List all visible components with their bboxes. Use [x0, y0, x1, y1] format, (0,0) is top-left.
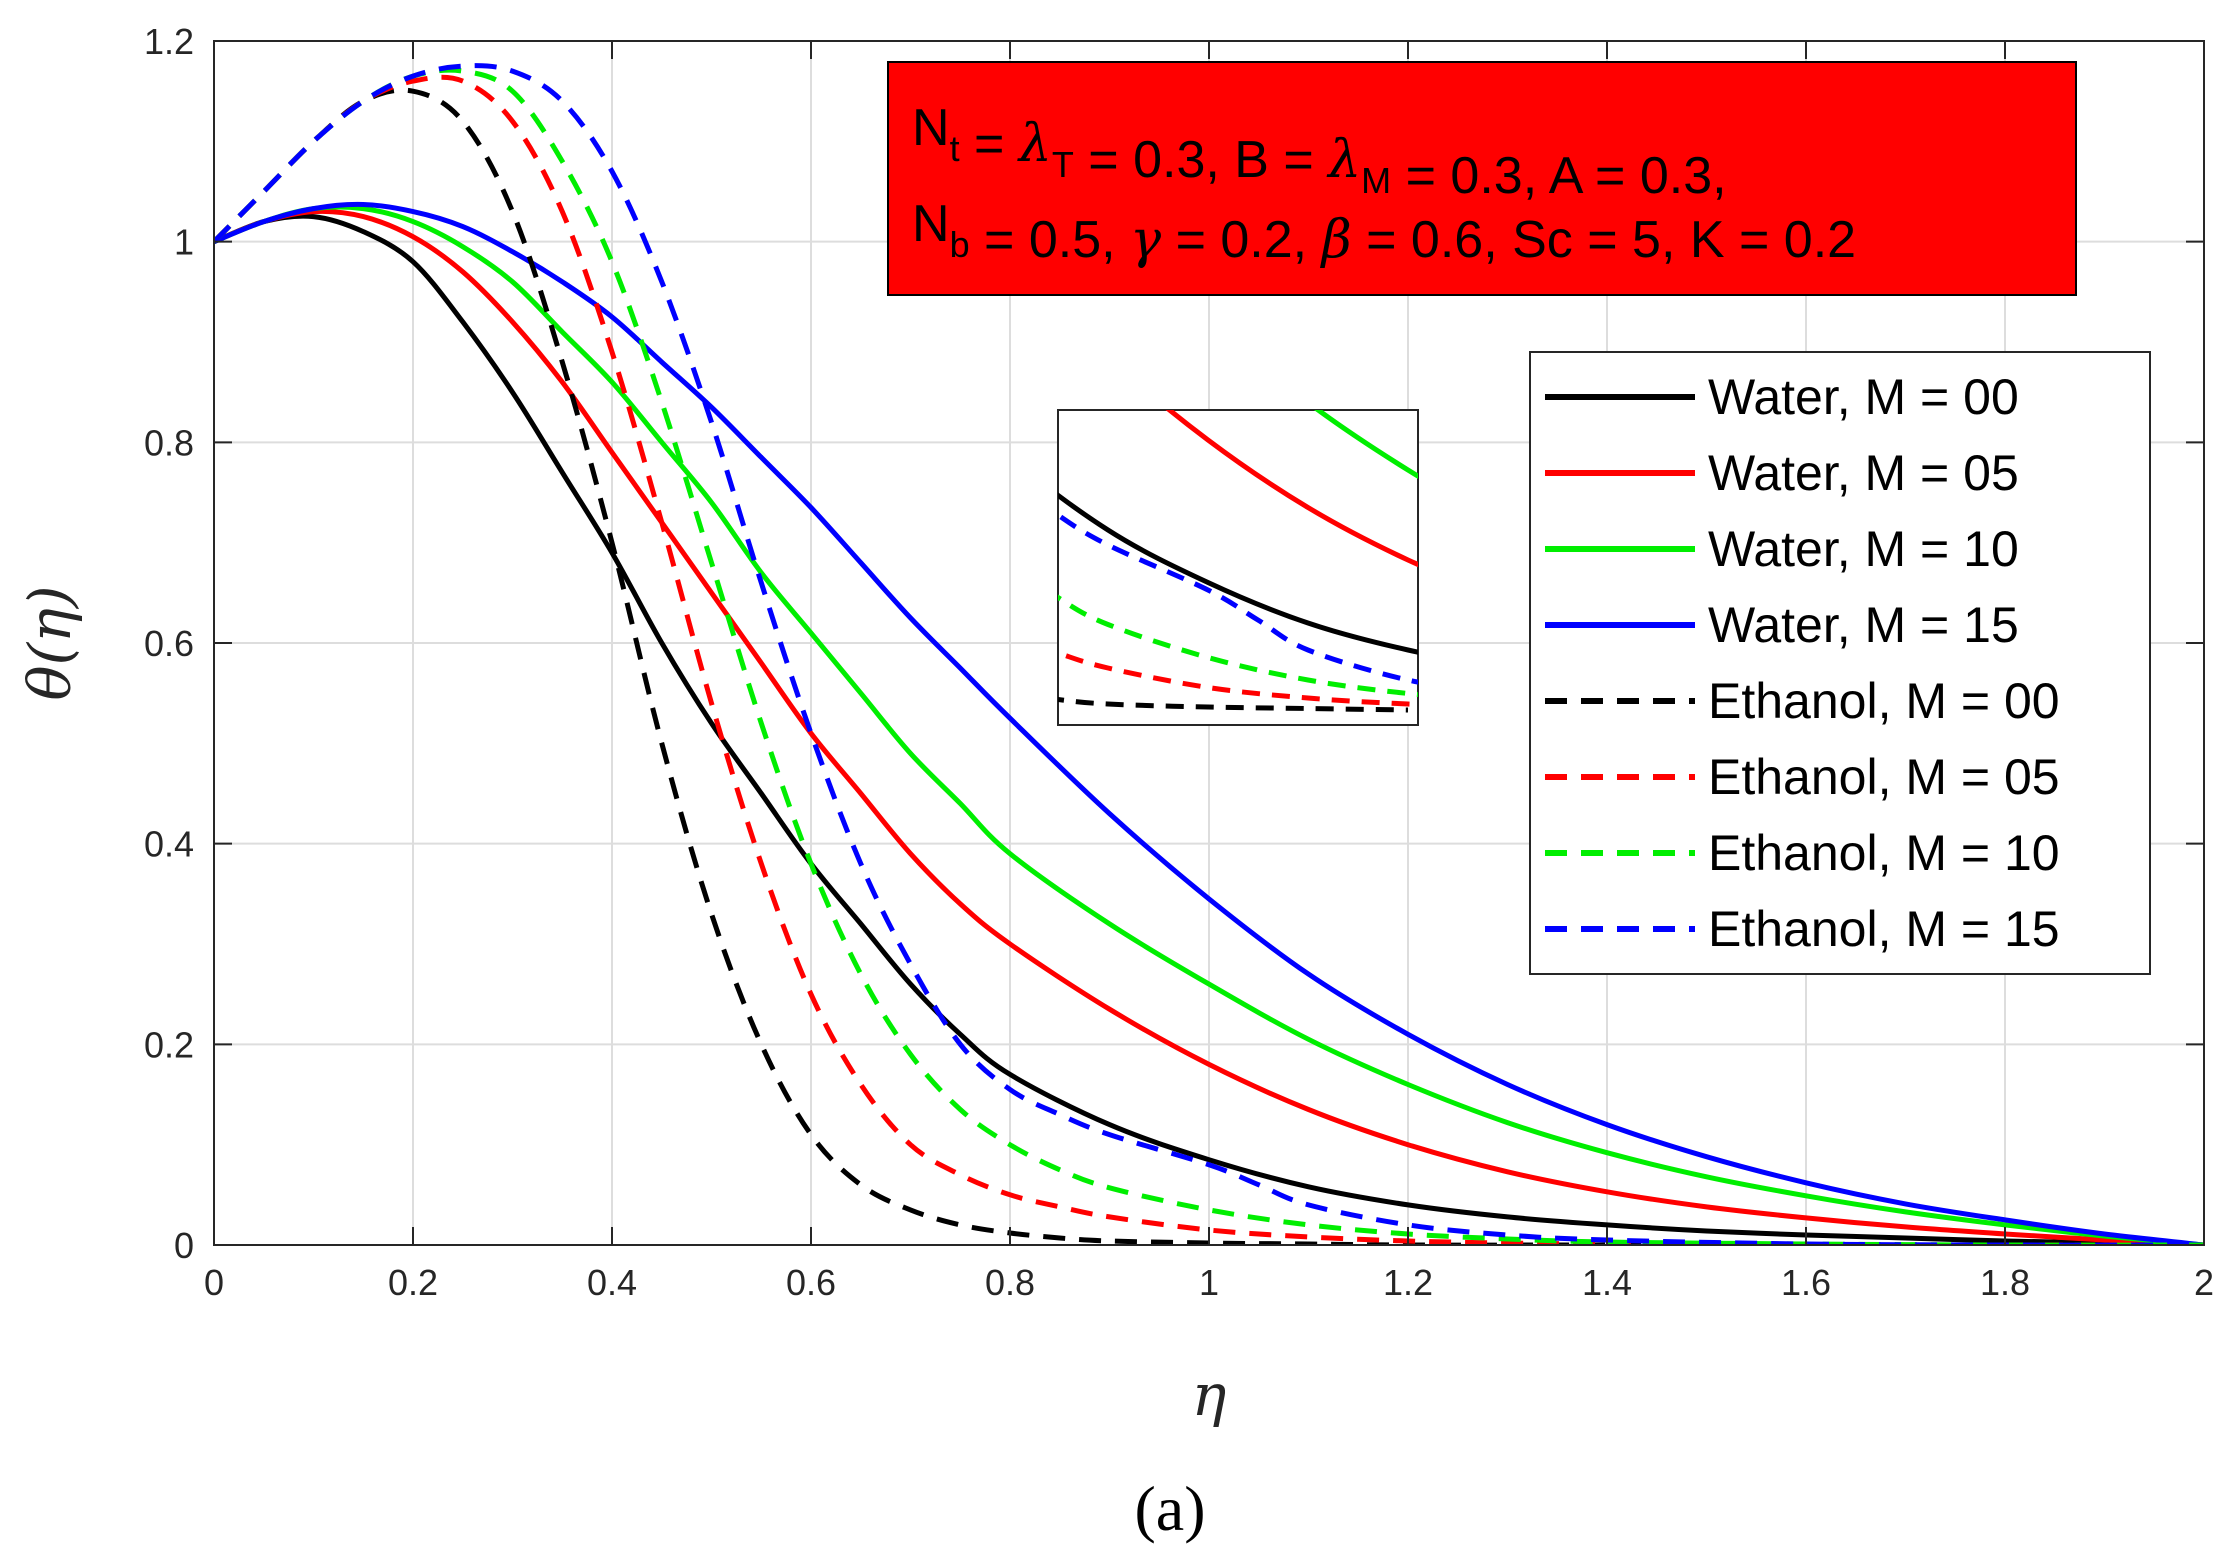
y-tick-label: 1.2	[144, 21, 194, 62]
y-tick-label: 0	[174, 1225, 194, 1266]
y-axis-label: θ(η)	[16, 586, 84, 701]
x-tick-label: 2	[2194, 1262, 2214, 1303]
legend: Water, M = 00 Water, M = 05 Water, M = 10 W…	[1529, 351, 2151, 975]
x-tick-label: 1.6	[1781, 1262, 1831, 1303]
x-tick-label: 0.4	[587, 1262, 637, 1303]
legend-label-ethanol-m-10: Ethanol, M = 10	[1708, 825, 2060, 881]
inset-series-layer	[1058, 410, 1418, 713]
inset-line-ethanol-m-15	[1058, 512, 1418, 685]
legend-box	[1529, 351, 2151, 975]
inset-line-ethanol-m-05	[1058, 650, 1418, 707]
x-axis-label: η	[1192, 1361, 1227, 1429]
inset-line-ethanol-m-00	[1058, 696, 1409, 713]
series-line-ethanol-m-15	[214, 63, 2204, 1245]
legend-label-ethanol-m-00: Ethanol, M = 00	[1708, 673, 2060, 729]
x-tick-label: 1.4	[1582, 1262, 1632, 1303]
series-line-water-m-05	[214, 208, 2204, 1245]
series-line-water-m-10	[214, 204, 2204, 1245]
x-tick-label: 1	[1199, 1262, 1219, 1303]
inset-plot	[1057, 409, 1419, 726]
figure-caption: (a)	[1134, 1473, 1205, 1544]
legend-label-ethanol-m-15: Ethanol, M = 15	[1708, 901, 2060, 957]
x-tick-label: 0.8	[985, 1262, 1035, 1303]
inset-line-ethanol-m-10	[1058, 594, 1418, 697]
x-tick-label: 0	[204, 1262, 224, 1303]
x-tick-label: 0.2	[388, 1262, 438, 1303]
y-tick-label: 0.6	[144, 623, 194, 664]
axis-ticks: 0 0.2 0.4 0.6 0.8 1 1.2 1.4 1.6 1.8 2 0 0.2 0.4 0.6 0.8…	[144, 21, 2214, 1303]
annotation-line-2: Nb = 0.5, γ = 0.2, β = 0.6, Sc = 5, K = …	[912, 195, 1856, 270]
inset-line-water-m-00	[1058, 492, 1418, 655]
inset-line-water-m-05	[1165, 410, 1418, 568]
x-tick-label: 0.6	[786, 1262, 836, 1303]
legend-label-water-m-10: Water, M = 10	[1708, 521, 2019, 577]
legend-label-water-m-05: Water, M = 05	[1708, 445, 2019, 501]
annotation-line-1: Nt = λT = 0.3, B = λM = 0.3, A = 0.3,	[912, 99, 1727, 205]
parameter-annotation: Nt = λT = 0.3, B = λM = 0.3, A = 0.3, Nb…	[887, 61, 2077, 296]
y-tick-label: 1	[174, 222, 194, 263]
legend-label-ethanol-m-05: Ethanol, M = 05	[1708, 749, 2060, 805]
x-tick-label: 1.2	[1383, 1262, 1433, 1303]
series-layer	[214, 63, 2204, 1245]
y-tick-label: 0.8	[144, 422, 194, 463]
y-tick-label: 0.4	[144, 824, 194, 865]
inset-frame	[1057, 409, 1419, 726]
series-line-water-m-15	[214, 201, 2204, 1245]
legend-label-water-m-00: Water, M = 00	[1708, 369, 2019, 425]
legend-label-water-m-15: Water, M = 15	[1708, 597, 2019, 653]
y-tick-label: 0.2	[144, 1024, 194, 1065]
series-line-ethanol-m-00	[214, 87, 2204, 1245]
x-tick-label: 1.8	[1980, 1262, 2030, 1303]
annotation-box	[887, 61, 2077, 296]
inset-line-water-m-10	[1313, 410, 1418, 480]
